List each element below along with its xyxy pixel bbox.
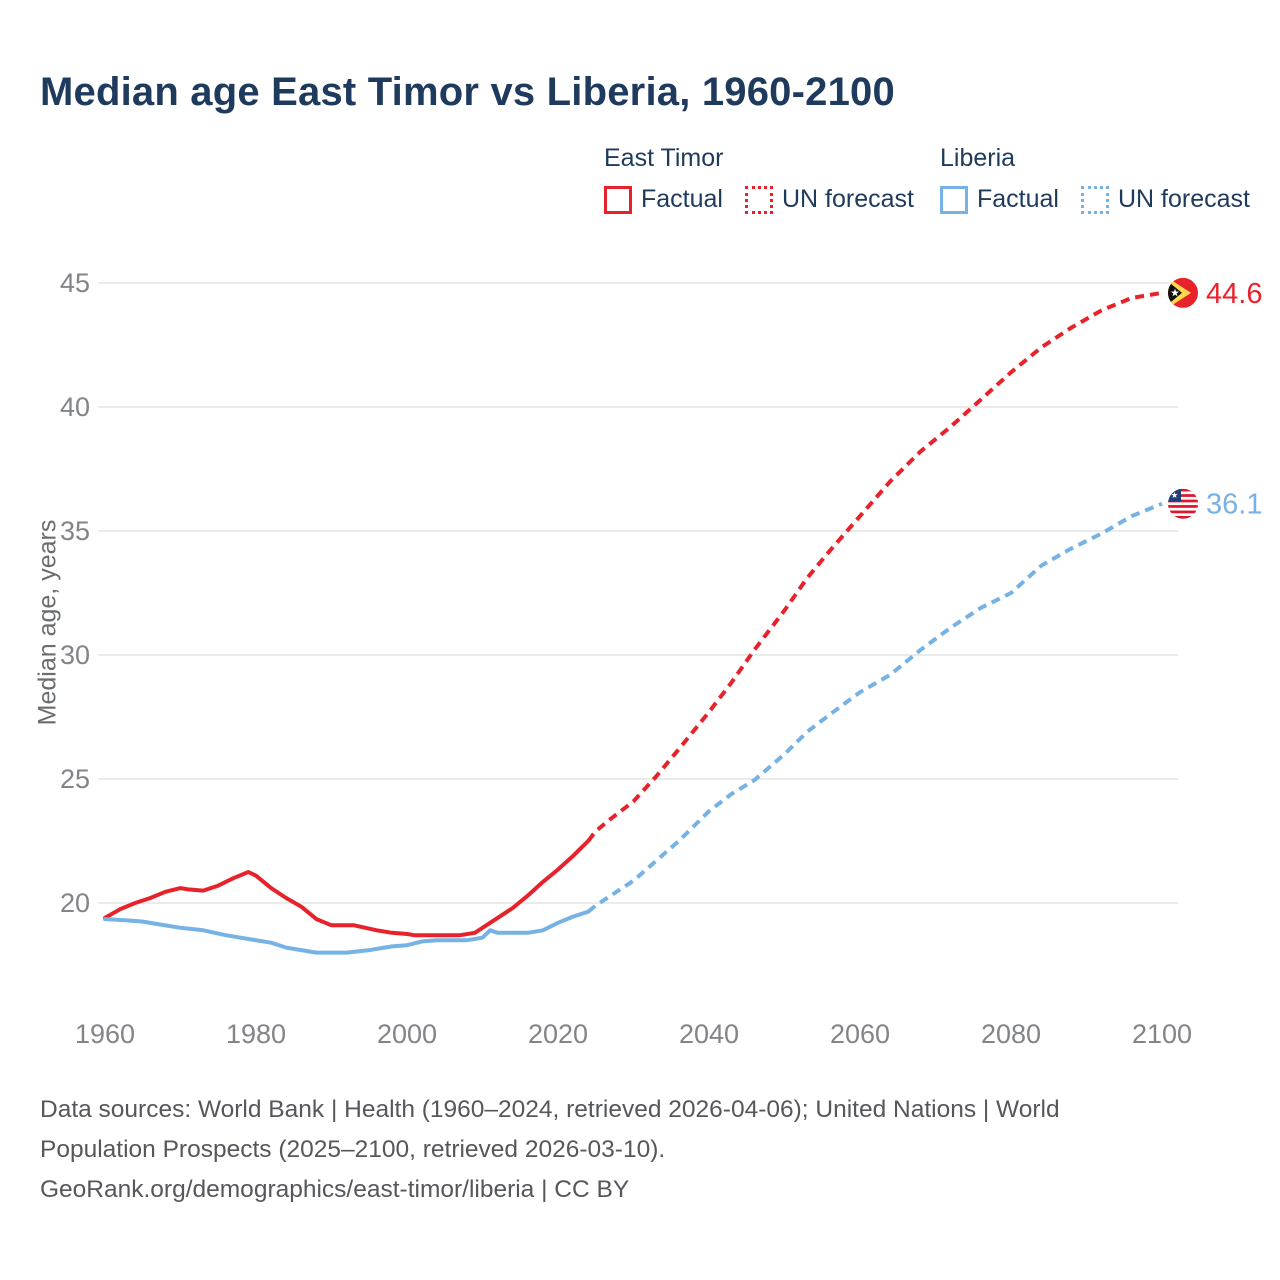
- footer-attribution: GeoRank.org/demographics/east-timor/libe…: [40, 1176, 630, 1203]
- legend-item-label: Factual: [977, 185, 1059, 213]
- legend-group-title: Liberia: [940, 144, 1016, 172]
- legend-row: Factual UN forecast: [604, 185, 914, 214]
- series-lines: [103, 290, 1163, 955]
- x-tick-label: 1960: [75, 1019, 135, 1049]
- east-timor-end-value: 44.6: [1206, 278, 1262, 310]
- legend-group-title: East Timor: [604, 144, 724, 172]
- legend-item-label: UN forecast: [1117, 185, 1250, 213]
- y-tick-label: 20: [60, 888, 90, 918]
- legend-item-east-timor-factual: Factual: [604, 185, 723, 214]
- x-axis-tick-labels: 1960 1980 2000 2020 2040 2060 2080 2100: [75, 1019, 1192, 1049]
- gridlines: [98, 282, 1178, 904]
- liberia-flag-icon: [1168, 488, 1198, 519]
- x-tick-label: 2000: [377, 1019, 437, 1049]
- x-tick-label: 2100: [1132, 1019, 1192, 1049]
- legend-group-liberia: Liberia Factual UN forecast: [940, 144, 1250, 214]
- legend-item-label: Factual: [641, 185, 723, 213]
- y-axis-tick-labels: 20 25 30 35 40 45: [60, 268, 90, 918]
- x-tick-label: 2020: [528, 1019, 588, 1049]
- east-timor-factual-line: [103, 839, 591, 938]
- y-tick-label: 40: [60, 392, 90, 422]
- legend-item-liberia-forecast: UN forecast: [1080, 185, 1250, 214]
- footer: Data sources: World Bank | Health (1960–…: [40, 1090, 1060, 1210]
- liberia-forecast-line: [586, 501, 1163, 914]
- east-timor-forecast-swatch-icon: [744, 185, 773, 214]
- y-tick-label: 35: [60, 516, 90, 546]
- x-tick-label: 2080: [981, 1019, 1041, 1049]
- liberia-factual-line: [103, 909, 591, 955]
- footer-data-sources-line2: Population Prospects (2025–2100, retriev…: [40, 1136, 666, 1163]
- x-tick-label: 2040: [679, 1019, 739, 1049]
- x-tick-label: 2060: [830, 1019, 890, 1049]
- legend-item-liberia-factual: Factual: [940, 185, 1059, 214]
- y-tick-label: 30: [60, 640, 90, 670]
- liberia-factual-swatch-icon: [940, 185, 968, 214]
- legend-row: Factual UN forecast: [940, 185, 1250, 214]
- liberia-end-value: 36.1: [1206, 489, 1262, 521]
- y-tick-label: 45: [60, 268, 90, 298]
- east-timor-factual-swatch-icon: [604, 185, 632, 214]
- legend-item-label: UN forecast: [781, 185, 914, 213]
- x-tick-label: 1980: [226, 1019, 286, 1049]
- legend-group-east-timor: East Timor Factual UN forecast: [604, 144, 914, 214]
- liberia-forecast-swatch-icon: [1080, 185, 1109, 214]
- footer-data-sources-line1: Data sources: World Bank | Health (1960–…: [40, 1096, 1060, 1123]
- east-timor-forecast-line: [586, 290, 1163, 843]
- chart-title: Median age East Timor vs Liberia, 1960-2…: [40, 70, 895, 114]
- east-timor-flag-icon: [1168, 277, 1198, 308]
- y-tick-label: 25: [60, 764, 90, 794]
- legend-item-east-timor-forecast: UN forecast: [744, 185, 914, 214]
